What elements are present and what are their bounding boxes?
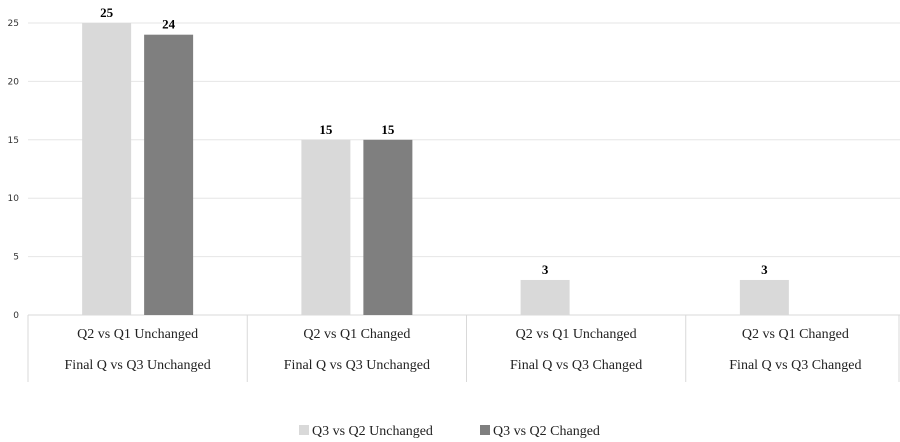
bar-unchanged [739, 279, 789, 315]
bar-changed [144, 34, 194, 316]
category-label: Q2 vs Q1 Unchanged [77, 327, 198, 342]
category-dividers [27, 315, 900, 382]
data-label: 24 [162, 17, 176, 32]
y-tick-label: 5 [13, 253, 19, 263]
legend-label: Q3 vs Q2 Unchanged [312, 424, 433, 439]
category-label: Q2 vs Q1 Changed [742, 327, 849, 342]
y-axis-ticks: 0 5 10 15 20 25 [8, 19, 20, 321]
bar-unchanged [520, 279, 570, 315]
y-tick-label: 0 [13, 311, 19, 321]
legend-swatch [299, 425, 309, 435]
data-label: 15 [381, 122, 395, 137]
category-label: Final Q vs Q3 Changed [510, 358, 642, 373]
bar-unchanged [301, 139, 351, 315]
legend-swatch [480, 425, 490, 435]
data-label: 15 [319, 122, 333, 137]
category-label: Q2 vs Q1 Unchanged [516, 327, 637, 342]
y-tick-label: 25 [8, 19, 19, 29]
category-label: Q2 vs Q1 Changed [303, 327, 410, 342]
data-label: 3 [761, 262, 768, 277]
y-tick-label: 10 [8, 194, 20, 204]
data-label: 25 [100, 5, 114, 20]
bar-changed [363, 139, 413, 315]
bars [82, 23, 789, 316]
legend: Q3 vs Q2 Unchanged Q3 vs Q2 Changed [299, 424, 600, 439]
data-labels: 25 24 15 15 3 3 [100, 5, 768, 277]
data-label: 3 [542, 262, 549, 277]
bar-unchanged [82, 23, 132, 315]
y-tick-label: 15 [8, 136, 19, 146]
category-label: Final Q vs Q3 Changed [729, 358, 861, 373]
category-label: Final Q vs Q3 Unchanged [65, 358, 211, 373]
category-labels: Q2 vs Q1 Unchanged Final Q vs Q3 Unchange… [65, 327, 862, 373]
legend-label: Q3 vs Q2 Changed [493, 424, 600, 439]
category-label: Final Q vs Q3 Unchanged [284, 358, 430, 373]
y-tick-label: 20 [8, 77, 20, 87]
